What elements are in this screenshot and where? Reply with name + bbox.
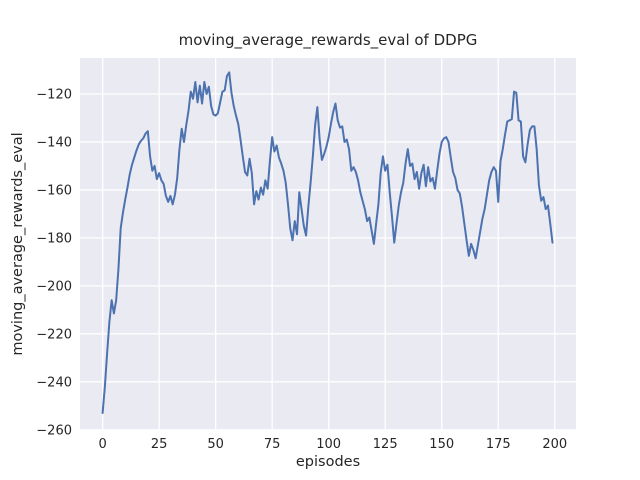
grid-layer bbox=[80, 58, 576, 431]
y-tick-label: −120 bbox=[36, 87, 72, 102]
x-tick-label: 100 bbox=[316, 437, 341, 452]
x-tick-label: 175 bbox=[486, 437, 511, 452]
x-tick-label: 200 bbox=[542, 437, 567, 452]
series-layer bbox=[101, 71, 554, 414]
y-axis-label: moving_average_rewards_eval bbox=[10, 132, 26, 355]
x-tick-label: 50 bbox=[207, 437, 224, 452]
x-tick-label: 150 bbox=[429, 437, 454, 452]
y-tick-label: −160 bbox=[36, 183, 72, 198]
y-tick-label: −220 bbox=[36, 327, 72, 342]
y-tick-label: −140 bbox=[36, 135, 72, 150]
y-tick-label: −240 bbox=[36, 375, 72, 390]
plot-background bbox=[80, 58, 576, 430]
chart-title: moving_average_rewards_eval of DDPG bbox=[179, 31, 478, 50]
y-tick-label: −260 bbox=[36, 423, 72, 438]
x-tick-label: 25 bbox=[151, 437, 168, 452]
tick-layer: 0 25 50 75 100 125 150 175 200 −120 −140 −160 −180 −2… bbox=[36, 87, 567, 452]
y-tick-label: −180 bbox=[36, 231, 72, 246]
x-tick-label: 125 bbox=[373, 437, 398, 452]
x-tick-label: 0 bbox=[98, 437, 106, 452]
x-axis-label: episodes bbox=[296, 454, 360, 470]
y-tick-label: −200 bbox=[36, 279, 72, 294]
series-line bbox=[101, 71, 554, 414]
x-tick-label: 75 bbox=[264, 437, 281, 452]
